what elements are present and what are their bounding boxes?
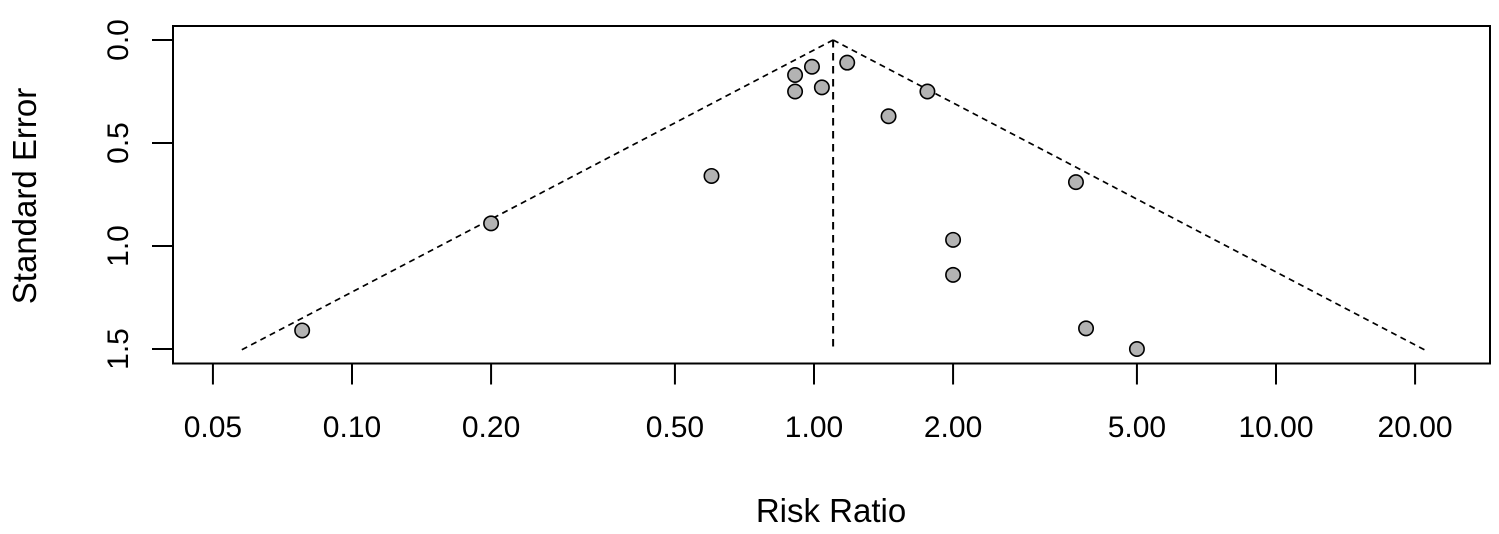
x-tick-label: 20.00 — [1378, 411, 1453, 444]
y-tick-label: 1.0 — [102, 225, 135, 267]
x-tick-label: 0.20 — [462, 411, 520, 444]
x-tick-label: 10.00 — [1238, 411, 1313, 444]
data-point — [813, 79, 830, 96]
x-tick-label: 0.10 — [323, 411, 381, 444]
data-point — [945, 266, 962, 283]
x-axis-title: Risk Ratio — [756, 492, 906, 529]
data-point — [294, 322, 311, 339]
data-point — [1078, 320, 1095, 337]
x-tick-label: 0.50 — [646, 411, 704, 444]
x-tick-label: 2.00 — [924, 411, 982, 444]
data-point — [919, 83, 936, 100]
data-point — [703, 167, 720, 184]
x-tick-label: 1.00 — [785, 411, 843, 444]
data-point — [839, 54, 856, 71]
y-tick-label: 0.0 — [102, 19, 135, 61]
data-point — [787, 83, 804, 100]
plot-border — [172, 25, 1491, 365]
funnel-right-boundary-line — [832, 39, 1429, 353]
plot-generated-content: 0.05 0.10 0.20 0.50 1.00 2.00 5.00 10.00 20.00 0.… — [102, 19, 1491, 444]
y-axis-title: Standard Error — [6, 88, 43, 304]
data-point — [1067, 174, 1084, 191]
data-point — [483, 215, 500, 232]
x-tick-label: 0.05 — [184, 411, 242, 444]
funnel-left-boundary-line — [237, 39, 834, 353]
data-point — [787, 67, 804, 84]
y-tick-label: 1.5 — [102, 328, 135, 370]
data-point — [803, 58, 820, 75]
data-point — [880, 108, 897, 125]
data-point — [945, 231, 962, 248]
y-tick-label: 0.5 — [102, 122, 135, 164]
data-point — [1128, 340, 1145, 357]
x-tick-label: 5.00 — [1108, 411, 1166, 444]
